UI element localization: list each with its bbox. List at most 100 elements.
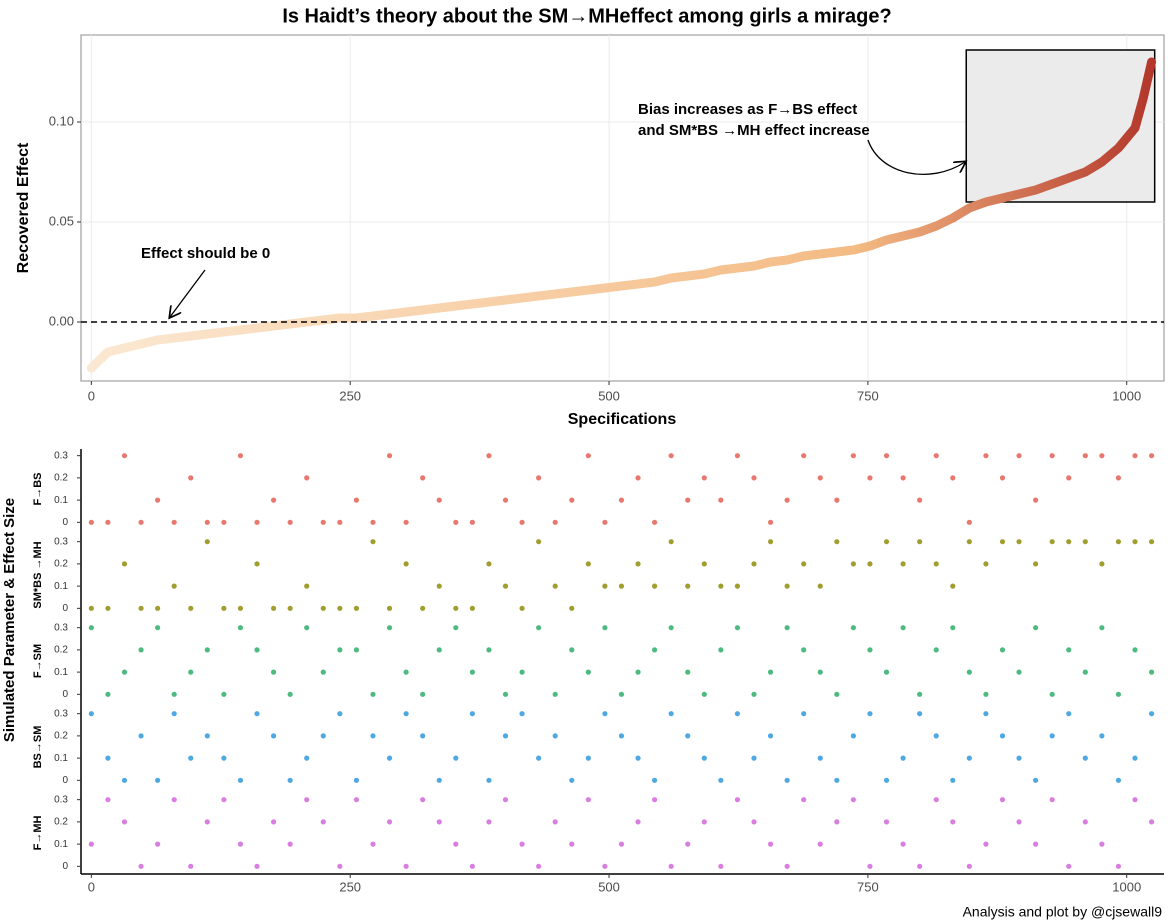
spec-dot (171, 797, 177, 803)
y-tick-label: 0.2 (54, 645, 68, 656)
spec-dot (618, 733, 625, 739)
spec-dot (883, 819, 890, 825)
spec-dot (519, 519, 525, 525)
spec-dot (602, 863, 608, 869)
spec-dot (651, 519, 658, 525)
spec-dot (1049, 733, 1055, 739)
spec-dot (983, 453, 989, 459)
spec-dot (204, 647, 210, 653)
x-tick-label: 750 (857, 388, 879, 403)
spec-dot (287, 691, 293, 697)
y-tick-label: 0.1 (54, 667, 68, 678)
spec-dot (138, 647, 144, 653)
spec-dot (304, 625, 310, 631)
spec-dot (502, 583, 509, 589)
spec-dot (1132, 755, 1138, 761)
spec-dot (569, 777, 575, 783)
spec-dot (701, 561, 707, 567)
spec-dot (519, 841, 525, 847)
spec-dot (536, 863, 542, 869)
spec-dot (999, 647, 1006, 653)
y-tick-label: 0.10 (49, 113, 74, 128)
spec-dot (685, 583, 691, 589)
spec-dot (536, 755, 542, 761)
spec-dot (1033, 777, 1039, 783)
spec-dot (784, 583, 790, 589)
spec-dot (121, 561, 128, 567)
spec-dot (602, 625, 608, 631)
y-tick-label: 0.3 (54, 450, 68, 461)
spec-dot (718, 583, 724, 589)
spec-dot (1049, 453, 1055, 459)
spec-dot (1099, 841, 1105, 847)
spec-dot (519, 605, 525, 611)
spec-dot (502, 797, 509, 803)
spec-dot (486, 819, 492, 825)
spec-dot (983, 691, 989, 697)
spec-dot (420, 475, 426, 481)
x-tick-label: 0 (88, 879, 95, 894)
spec-dot (867, 711, 873, 717)
spec-dot (502, 733, 509, 739)
spec-dot (287, 605, 293, 611)
spec-dot (966, 669, 972, 675)
spec-dot (254, 561, 260, 567)
spec-dot (883, 777, 890, 783)
spec-dot (966, 519, 972, 525)
spec-dot (834, 819, 840, 825)
spec-dot (121, 777, 128, 783)
spec-dot (88, 519, 94, 525)
spec-dot (320, 669, 326, 675)
spec-dot (618, 497, 625, 503)
spec-dot (1115, 539, 1122, 545)
spec-dot (519, 669, 525, 675)
spec-dot (1148, 539, 1155, 545)
y-tick-label: 0.1 (54, 495, 68, 506)
spec-dot (552, 583, 558, 589)
y-tick-label: 0 (62, 861, 68, 872)
spec-dot (1099, 733, 1105, 739)
spec-dot (155, 841, 161, 847)
spec-dot (900, 755, 906, 761)
spec-dot (834, 497, 840, 503)
spec-dot (105, 519, 111, 525)
spec-dot (304, 583, 310, 589)
spec-dot (801, 647, 807, 653)
spec-dot (204, 819, 210, 825)
strip-label: F→BS (32, 473, 44, 506)
spec-dot (734, 797, 741, 803)
spec-dot (420, 605, 426, 611)
spec-dot (420, 733, 426, 739)
spec-dot (486, 561, 492, 567)
spec-dot (585, 669, 591, 675)
spec-dot (1049, 797, 1055, 803)
spec-dot (486, 647, 492, 653)
y-tick-label: 0.3 (54, 536, 68, 547)
spec-dot (188, 755, 194, 761)
spec-dot (1016, 539, 1022, 545)
spec-dot (270, 497, 277, 503)
spec-dot (536, 475, 542, 481)
spec-dot (685, 841, 691, 847)
spec-dot (105, 691, 111, 697)
spec-dot (983, 561, 989, 567)
strip-label: SM*BS →MH (32, 541, 44, 608)
spec-dot (121, 669, 128, 675)
spec-dot (121, 453, 128, 459)
spec-dot (1148, 453, 1155, 459)
spec-dot (287, 841, 293, 847)
spec-dot (602, 583, 608, 589)
spec-dot (221, 605, 227, 611)
spec-dot (386, 605, 393, 611)
spec-dot (635, 819, 641, 825)
spec-dot (486, 453, 492, 459)
spec-dot (734, 583, 741, 589)
spec-dot (900, 561, 906, 567)
spec-dot (718, 497, 724, 503)
spec-dot (767, 733, 774, 739)
y-tick-label: 0.00 (49, 313, 74, 328)
spec-dot (834, 539, 840, 545)
spec-dot (1132, 539, 1138, 545)
spec-dot (685, 733, 691, 739)
